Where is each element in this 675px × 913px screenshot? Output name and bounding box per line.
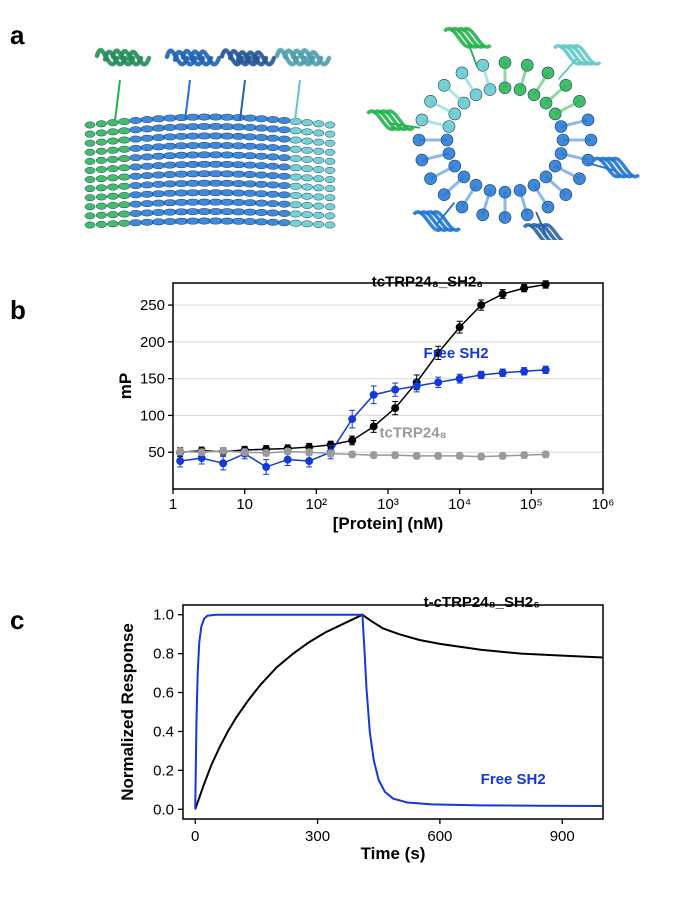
- svg-text:0.6: 0.6: [153, 685, 174, 702]
- panel-label-c: c: [10, 605, 24, 636]
- svg-text:0.4: 0.4: [153, 723, 174, 740]
- svg-text:mP: mP: [116, 373, 135, 399]
- svg-text:150: 150: [140, 371, 165, 388]
- panel-a-structures: [70, 20, 640, 240]
- svg-text:50: 50: [148, 444, 165, 461]
- svg-text:tcTRP24₈: tcTRP24₈: [380, 425, 447, 442]
- svg-text:1.0: 1.0: [153, 607, 174, 624]
- svg-text:600: 600: [427, 828, 452, 845]
- svg-text:tcTRP24₈_SH2₆: tcTRP24₈_SH2₆: [372, 275, 483, 291]
- svg-text:250: 250: [140, 297, 165, 314]
- svg-text:1: 1: [169, 496, 177, 513]
- figure-container: a b c 50 100 150 200 250 1 10 10² 10³ 10⁴ 10⁵ 10⁶ [P…: [0, 0, 675, 913]
- svg-text:10²: 10²: [305, 496, 327, 513]
- svg-text:10: 10: [236, 496, 253, 513]
- svg-text:0.2: 0.2: [153, 762, 174, 779]
- protein-render-svg: [70, 20, 640, 240]
- svg-text:t-cTRP24₈_SH2₆: t-cTRP24₈_SH2₆: [424, 595, 540, 611]
- svg-text:10⁶: 10⁶: [592, 496, 615, 513]
- chart-c-svg: 0.0 0.2 0.4 0.6 0.8 1.0 0 300 600 900 Time (s) Norm…: [115, 595, 615, 865]
- svg-text:10⁵: 10⁵: [520, 496, 543, 513]
- svg-text:900: 900: [550, 828, 575, 845]
- svg-text:300: 300: [305, 828, 330, 845]
- svg-text:[Protein] (nM): [Protein] (nM): [333, 514, 443, 533]
- svg-text:0.8: 0.8: [153, 646, 174, 663]
- svg-text:Normalized Response: Normalized Response: [118, 623, 137, 801]
- chart-c: 0.0 0.2 0.4 0.6 0.8 1.0 0 300 600 900 Time (s) Norm…: [115, 595, 615, 865]
- svg-text:Time (s): Time (s): [361, 844, 426, 863]
- chart-b-svg: 50 100 150 200 250 1 10 10² 10³ 10⁴ 10⁵ 10⁶ [Protein…: [115, 275, 615, 535]
- chart-b: 50 100 150 200 250 1 10 10² 10³ 10⁴ 10⁵ 10⁶ [Protein…: [115, 275, 615, 535]
- svg-text:0.0: 0.0: [153, 801, 174, 818]
- svg-text:10⁴: 10⁴: [448, 496, 471, 513]
- panel-label-a: a: [10, 20, 24, 51]
- panel-label-b: b: [10, 295, 26, 326]
- svg-text:200: 200: [140, 334, 165, 351]
- svg-text:100: 100: [140, 407, 165, 424]
- svg-text:0: 0: [191, 828, 199, 845]
- svg-text:Free SH2: Free SH2: [481, 771, 546, 788]
- svg-text:10³: 10³: [377, 496, 399, 513]
- svg-text:Free SH2: Free SH2: [424, 345, 489, 362]
